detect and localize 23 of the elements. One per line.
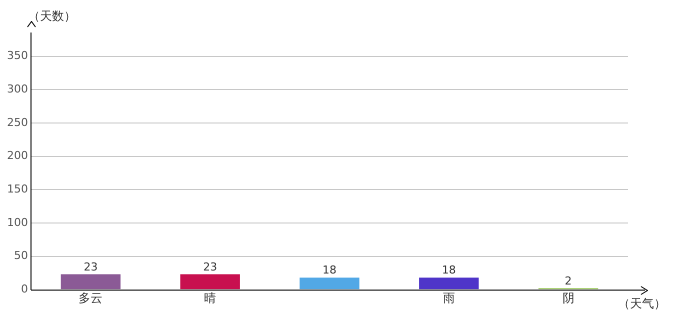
bar [60,274,121,290]
x-tick-label: 雨 [442,290,455,305]
x-tick-label: 多云 [78,290,103,305]
y-tick-label: 100 [6,216,28,229]
y-tick-label: 0 [20,282,28,296]
y-axis-title: （天数） [28,9,76,23]
y-tick-label: 150 [6,182,28,196]
x-tick-label: 阴 [562,290,574,305]
y-tick-label: 250 [6,116,28,129]
data-label: 18 [322,264,336,277]
data-label: 18 [442,264,456,277]
data-label: 23 [84,260,98,274]
x-axis-title: （天气） [618,296,666,311]
y-tick-label: 50 [14,249,28,262]
y-tick-label: 300 [6,82,28,96]
bar [419,278,479,290]
bar [300,278,360,290]
data-label: 2 [564,274,572,288]
data-label: 23 [203,260,218,274]
y-tick-label: 200 [6,149,28,162]
y-tick-label: 350 [6,49,28,62]
x-tick-label: 晴 [204,290,216,305]
bar [180,274,240,290]
